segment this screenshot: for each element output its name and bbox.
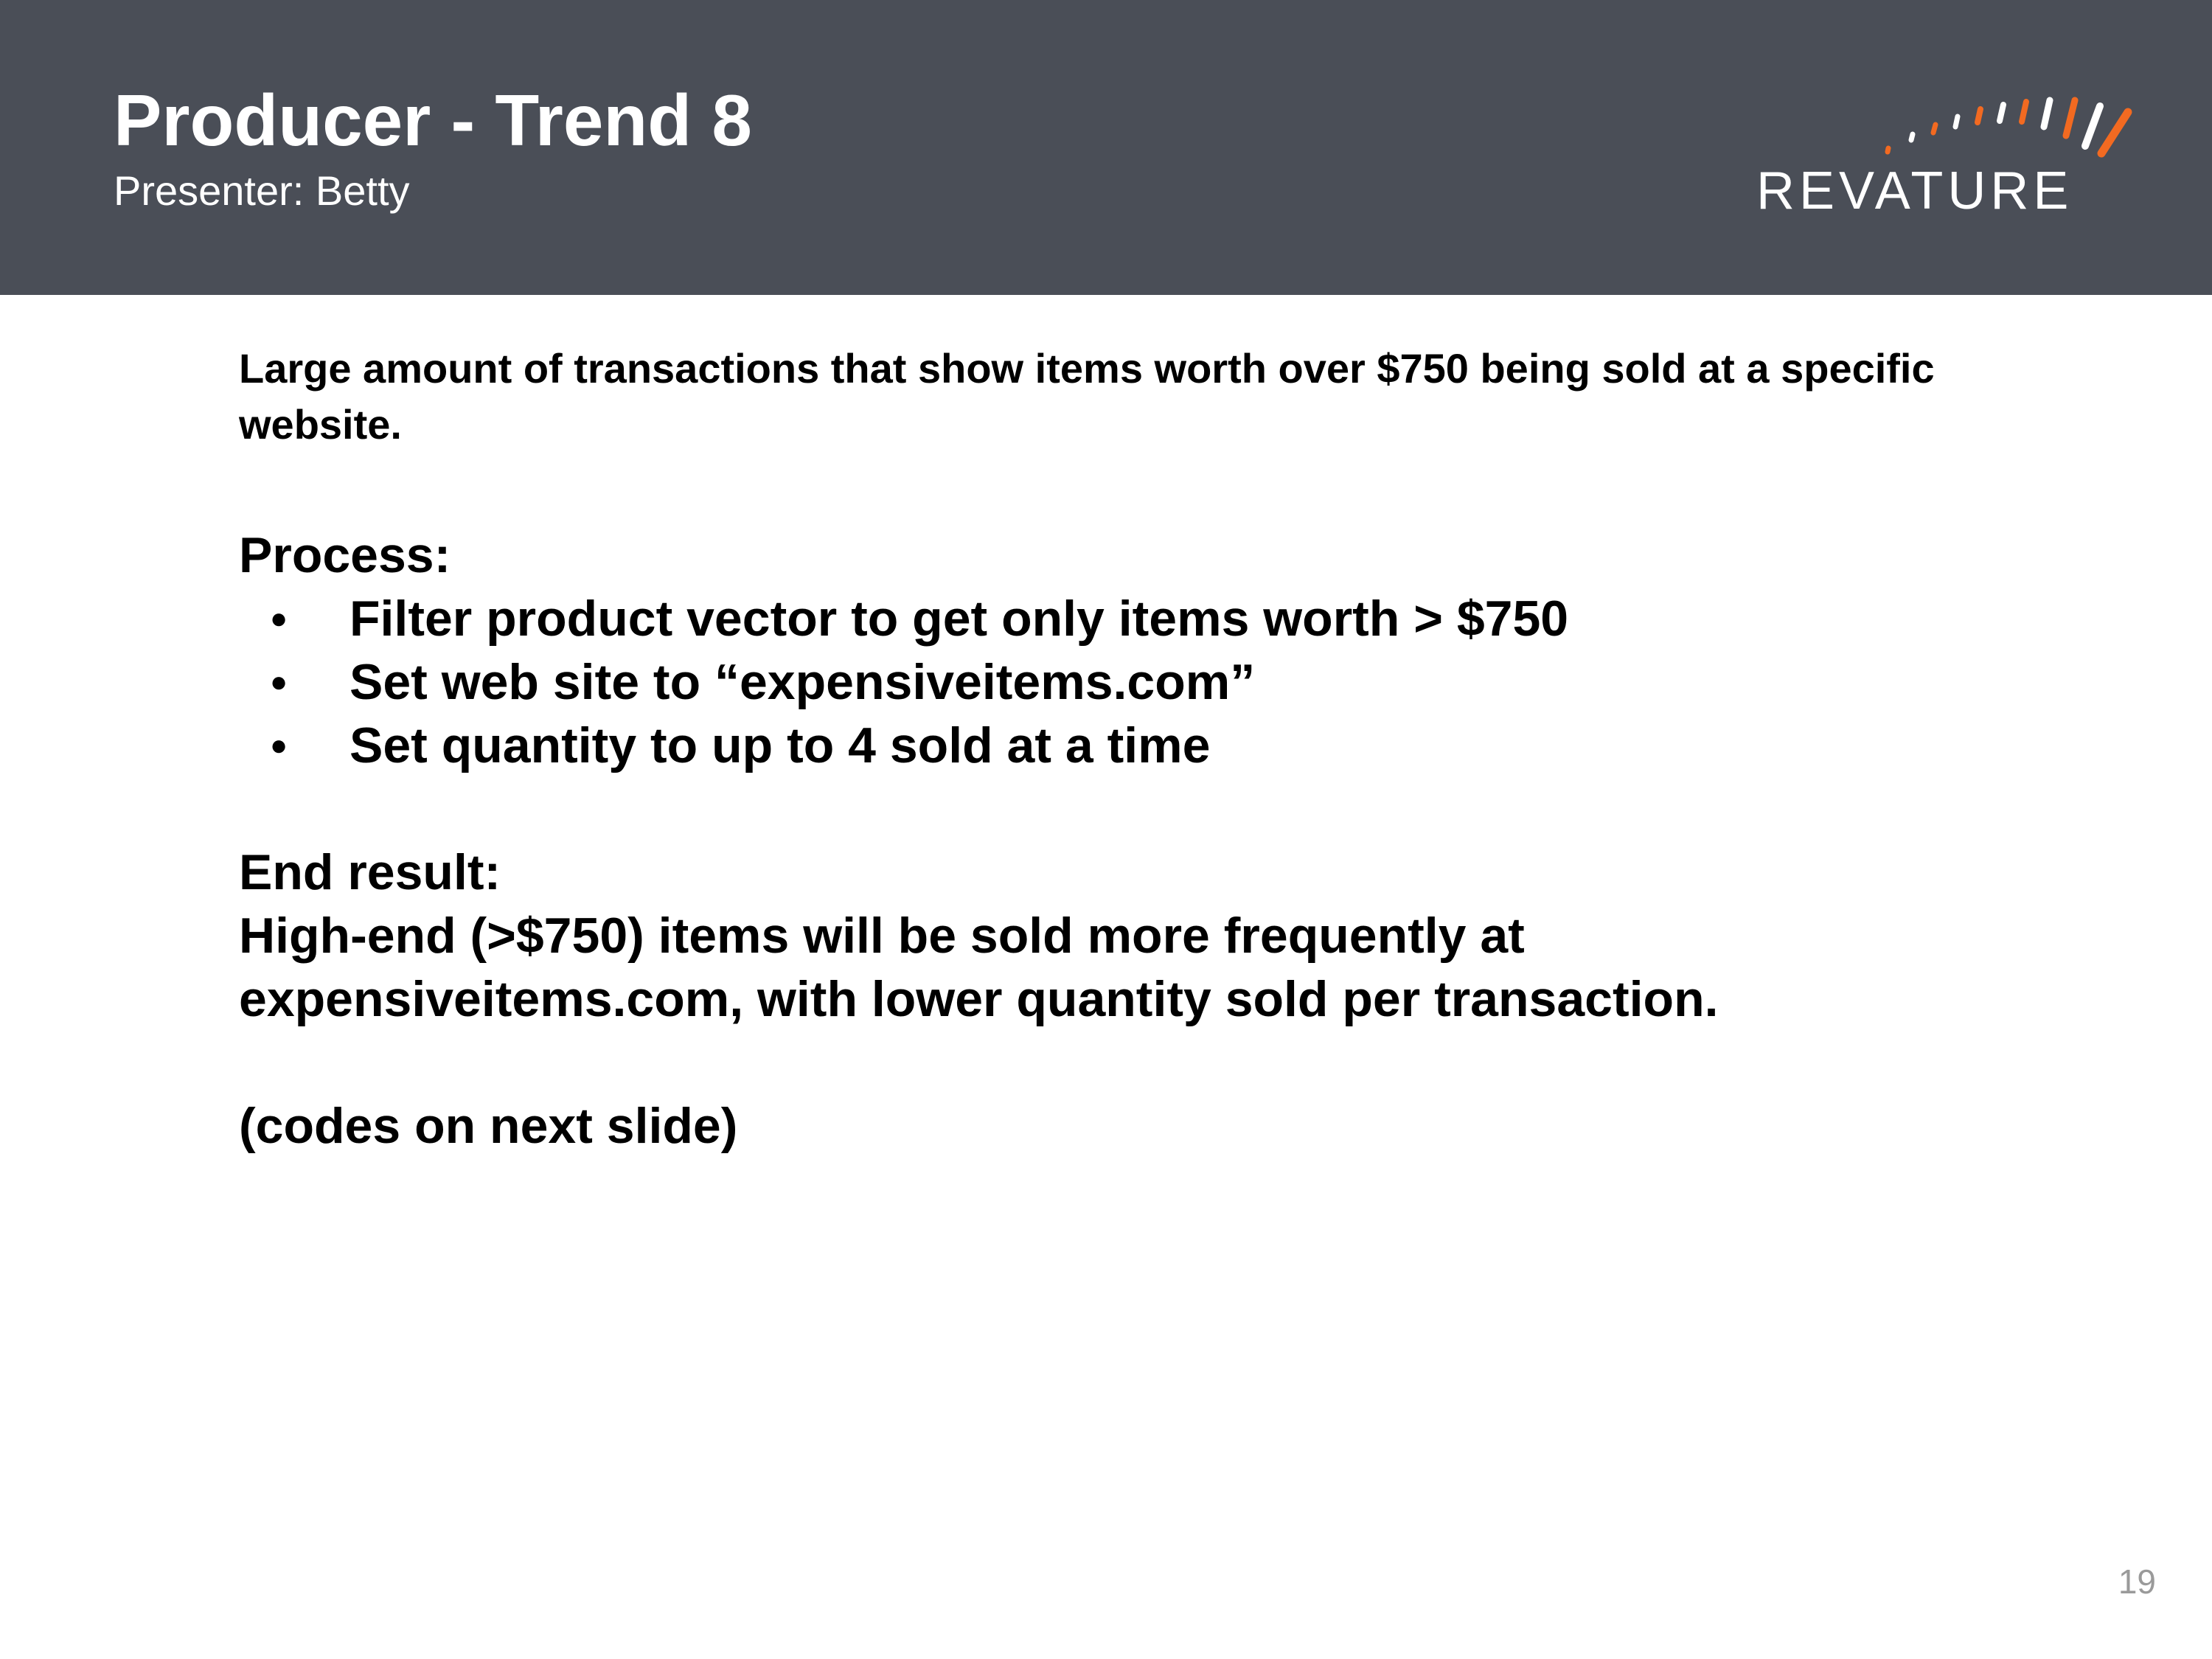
end-result-heading: End result:: [239, 844, 501, 900]
process-step-text: Set web site to “expensiveitems.com”: [349, 654, 1256, 710]
process-step-text: Set quantity to up to 4 sold at a time: [349, 717, 1211, 773]
presenter-subtitle: Presenter: Betty: [114, 167, 410, 214]
slide-title: Producer - Trend 8: [114, 80, 752, 161]
process-step-text: Filter product vector to get only items …: [349, 591, 1569, 647]
intro-text: Large amount of transactions that show i…: [239, 345, 1935, 448]
process-step: ● Filter product vector to get only item…: [239, 587, 2008, 650]
process-step: ● Set web site to “expensiveitems.com”: [239, 650, 2008, 714]
process-list: ● Filter product vector to get only item…: [239, 587, 2008, 777]
page-number: 19: [2118, 1562, 2156, 1601]
revature-logo: REVATURE: [1747, 81, 2146, 229]
header-bar: Producer - Trend 8 Presenter: Betty: [0, 0, 2212, 295]
bullet-icon: ●: [270, 602, 288, 635]
slide-body: Large amount of transactions that show i…: [239, 341, 2008, 1158]
logo-wordmark: REVATURE: [1756, 161, 2073, 220]
next-slide-note: (codes on next slide): [239, 1098, 738, 1154]
logo-rays-icon: [1885, 97, 2132, 158]
end-result-text: High-end (>$750) items will be sold more…: [239, 908, 1719, 1027]
bullet-icon: ●: [270, 666, 288, 698]
process-heading: Process:: [239, 527, 451, 583]
bullet-icon: ●: [270, 729, 288, 762]
process-step: ● Set quantity to up to 4 sold at a time: [239, 714, 2008, 777]
